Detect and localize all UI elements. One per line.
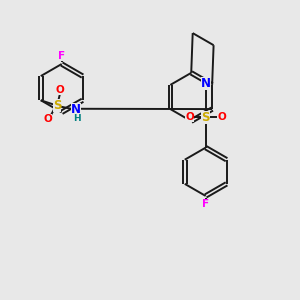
Text: H: H [73, 114, 81, 123]
Text: N: N [201, 77, 211, 90]
Text: F: F [58, 51, 65, 61]
Text: O: O [218, 112, 226, 122]
Text: O: O [56, 85, 64, 95]
Text: N: N [71, 103, 81, 116]
Text: F: F [202, 199, 209, 209]
Text: O: O [185, 112, 194, 122]
Text: O: O [44, 114, 52, 124]
Text: S: S [53, 99, 61, 112]
Text: S: S [201, 111, 210, 124]
